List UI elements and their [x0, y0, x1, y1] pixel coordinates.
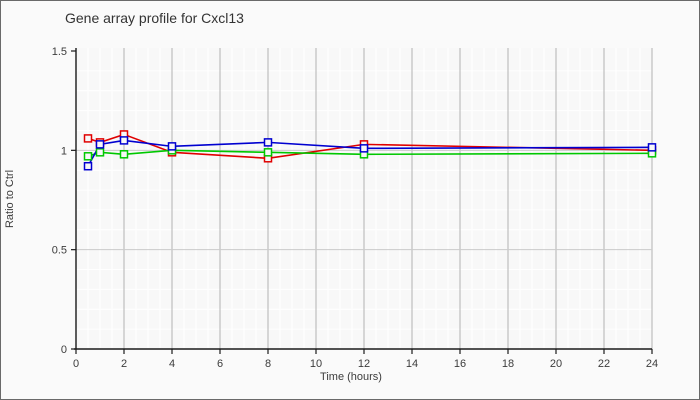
y-tick-label: 0.5 — [52, 245, 67, 257]
x-tick-label: 18 — [502, 358, 514, 370]
y-axis-label: Ratio to Ctrl — [4, 169, 16, 229]
y-tick-label: 1.5 — [52, 46, 67, 58]
x-tick-label: 14 — [406, 358, 418, 370]
series-blue-marker — [119, 136, 129, 145]
y-tick-label: 0 — [61, 344, 67, 356]
chart-title: Gene array profile for Cxcl13 — [65, 10, 244, 26]
x-tick-label: 4 — [169, 358, 175, 370]
series-blue-marker — [167, 142, 177, 151]
series-red-marker — [83, 134, 93, 143]
series-blue-marker — [647, 143, 657, 152]
series-blue-marker — [95, 140, 105, 149]
x-axis-label: Time (hours) — [320, 371, 382, 383]
series-green-marker — [263, 148, 273, 157]
x-tick-label: 8 — [265, 358, 271, 370]
x-tick-label: 10 — [310, 358, 322, 370]
series-blue-marker — [83, 161, 93, 171]
series-green-marker — [95, 148, 105, 157]
series-blue-marker — [263, 138, 273, 147]
x-tick-label: 12 — [358, 358, 370, 370]
x-tick-label: 22 — [598, 358, 610, 370]
series-blue-marker — [359, 144, 369, 153]
x-tick-label: 16 — [454, 358, 466, 370]
x-tick-label: 6 — [217, 358, 223, 370]
series-green-marker — [83, 152, 93, 161]
series-green-marker — [119, 150, 129, 159]
x-tick-label: 24 — [646, 358, 658, 370]
x-tick-label: 2 — [121, 358, 127, 370]
y-tick-label: 1 — [61, 145, 67, 157]
x-tick-label: 0 — [73, 358, 79, 370]
x-tick-label: 20 — [550, 358, 562, 370]
